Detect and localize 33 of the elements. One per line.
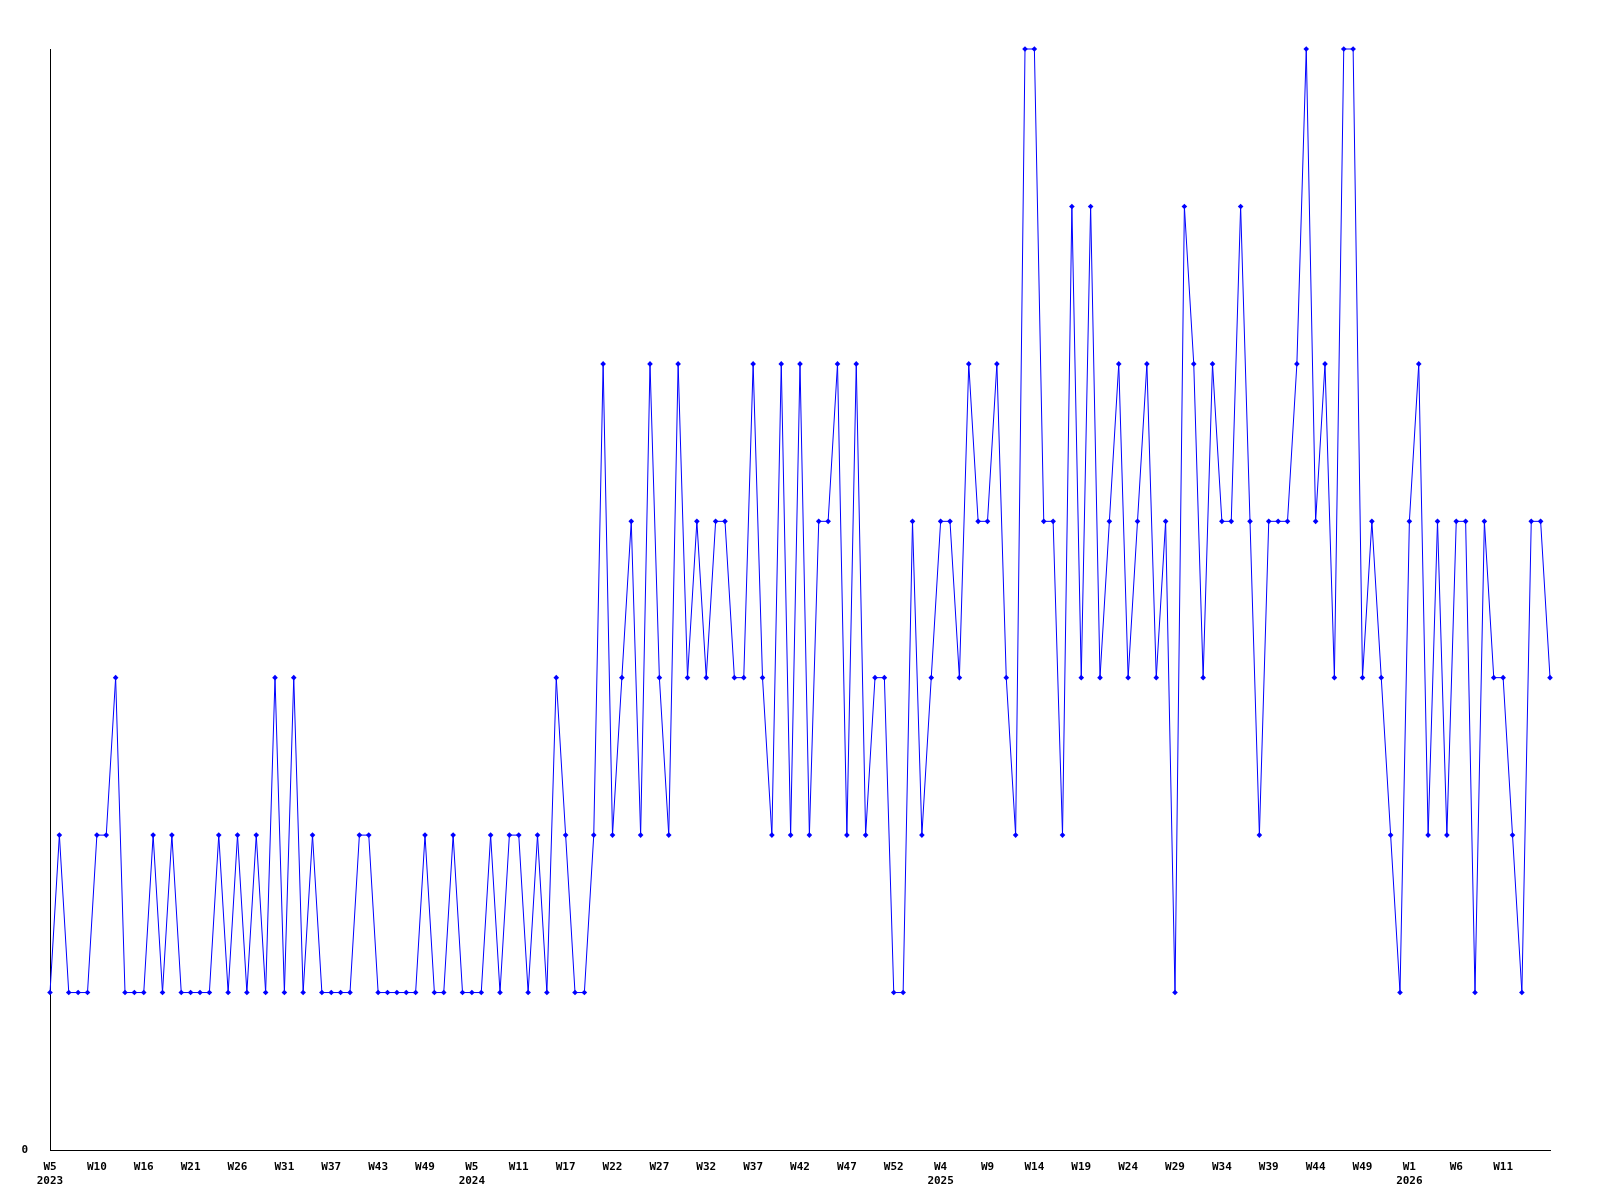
x-tick-label: W37 <box>321 1160 342 1174</box>
text: 0 <box>21 1142 28 1156</box>
x-tick-label: W37 <box>743 1160 764 1174</box>
x-tick-label: W52 <box>883 1160 904 1174</box>
x-tick-label: W14 <box>1024 1160 1045 1174</box>
x-tick-label: W5 2024 <box>458 1160 486 1187</box>
x-tick-label: W9 <box>980 1160 995 1174</box>
x-tick-label: W44 <box>1305 1160 1326 1174</box>
x-tick-label: W31 <box>274 1160 295 1174</box>
x-tick-label: W34 <box>1211 1160 1233 1174</box>
x-tick-label: W5 2023 <box>36 1160 64 1187</box>
x-tick-label: W49 <box>415 1160 435 1174</box>
x-tick-label: W11 <box>1493 1160 1514 1174</box>
x-tick-label: W1 2026 <box>1396 1160 1423 1187</box>
x-tick-label: W47 <box>836 1160 857 1174</box>
x-tick-label: W11 <box>508 1160 530 1174</box>
x-tick-label: W24 <box>1118 1160 1139 1174</box>
x-tick-label: W32 <box>696 1160 717 1174</box>
x-tick-label: W26 <box>227 1160 248 1174</box>
x-tick-label: W19 <box>1071 1160 1092 1174</box>
x-tick-label: W42 <box>790 1160 810 1174</box>
x-tick-label: W4 2025 <box>927 1160 954 1187</box>
x-tick-label: W21 <box>180 1160 201 1174</box>
x-tick-label: W10 <box>86 1160 107 1174</box>
x-tick-label: W29 <box>1165 1160 1185 1174</box>
x-tick-label: W22 <box>602 1160 623 1174</box>
x-tick-label: W27 <box>649 1160 670 1174</box>
x-tick-label: W43 <box>368 1160 389 1174</box>
x-tick-label: W6 <box>1449 1160 1464 1174</box>
x-tick-label: W39 <box>1258 1160 1279 1174</box>
x-tick-label: W16 <box>133 1160 155 1174</box>
x-tick-label: W17 <box>555 1160 576 1174</box>
x-tick-label: W49 <box>1352 1160 1373 1174</box>
